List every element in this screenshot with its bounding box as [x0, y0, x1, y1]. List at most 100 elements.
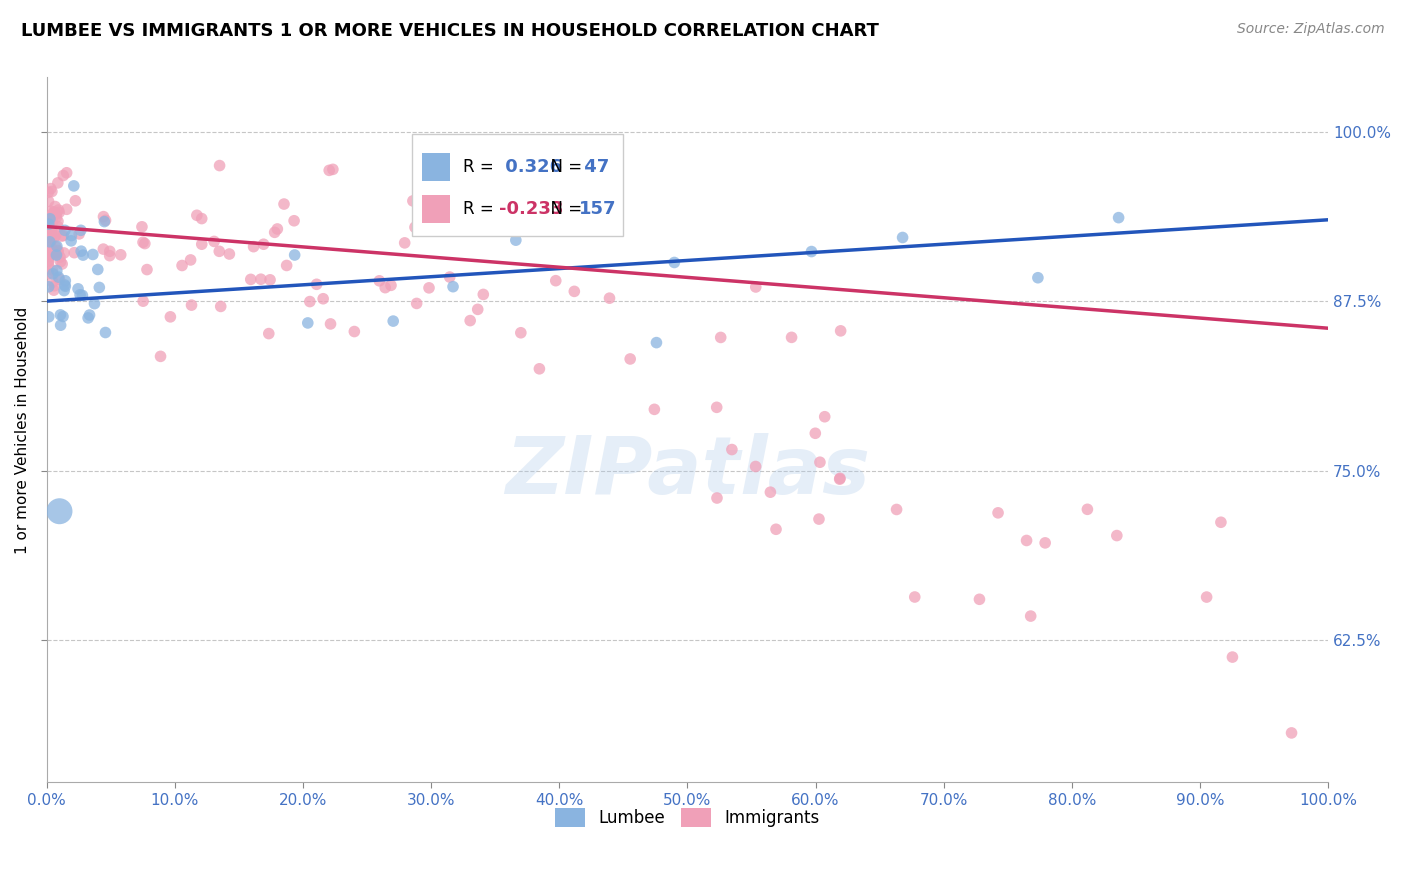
Point — [42, 275, 65, 289]
Point — [52, 228, 75, 243]
Point — [37, 186, 59, 200]
Point — [39, 238, 62, 252]
Point — [402, 194, 425, 208]
Point — [60, 228, 83, 243]
Point — [1033, 536, 1056, 550]
Point — [49, 254, 72, 268]
Point — [780, 330, 803, 344]
Point — [318, 163, 340, 178]
Point — [38, 249, 60, 263]
Point — [533, 184, 555, 198]
Point — [46, 219, 69, 234]
Point — [765, 522, 787, 536]
Point — [257, 326, 280, 341]
Point — [159, 310, 181, 324]
Bar — [422, 153, 450, 181]
Point — [509, 326, 531, 340]
Point — [48, 504, 70, 518]
Point — [44, 230, 66, 244]
Point — [266, 222, 288, 236]
Point — [53, 277, 76, 292]
Point — [830, 324, 852, 338]
Point — [45, 247, 67, 261]
Point — [273, 197, 295, 211]
Point — [828, 472, 851, 486]
Point — [52, 310, 75, 324]
Point — [41, 185, 63, 199]
Point — [72, 288, 94, 302]
Point — [45, 239, 67, 253]
Text: 0.326: 0.326 — [499, 158, 562, 176]
Point — [49, 250, 72, 264]
Point — [69, 223, 91, 237]
Point — [42, 267, 65, 281]
Point — [706, 491, 728, 505]
Point — [208, 159, 231, 173]
Point — [544, 274, 567, 288]
Point — [41, 223, 63, 237]
Point — [180, 298, 202, 312]
Point — [1015, 533, 1038, 548]
Point — [745, 280, 768, 294]
Point — [1209, 515, 1232, 529]
Point — [190, 237, 212, 252]
Point — [132, 294, 155, 309]
Point — [218, 247, 240, 261]
Point — [91, 242, 114, 256]
Point — [37, 223, 59, 237]
Point — [41, 246, 63, 260]
Bar — [412, 134, 623, 236]
Point — [418, 281, 440, 295]
Point — [1019, 609, 1042, 624]
Point — [252, 237, 274, 252]
Point — [134, 236, 156, 251]
Point — [39, 230, 62, 244]
Point — [51, 257, 73, 271]
Text: Source: ZipAtlas.com: Source: ZipAtlas.com — [1237, 22, 1385, 37]
Point — [808, 455, 831, 469]
Point — [186, 208, 208, 222]
Point — [46, 244, 69, 258]
Text: 47: 47 — [578, 158, 610, 176]
Point — [529, 361, 551, 376]
Point — [79, 308, 101, 322]
Point — [180, 252, 202, 267]
Point — [706, 401, 728, 415]
Point — [69, 287, 91, 301]
Point — [37, 253, 59, 268]
Point — [1108, 211, 1130, 225]
Point — [284, 248, 307, 262]
Point — [1222, 650, 1244, 665]
Point — [891, 230, 914, 244]
Point — [987, 506, 1010, 520]
Point — [38, 227, 60, 242]
Point — [87, 262, 110, 277]
Point — [37, 266, 59, 280]
Point — [53, 274, 76, 288]
Text: N =: N = — [540, 158, 588, 176]
Point — [45, 263, 67, 277]
Point — [63, 245, 86, 260]
Point — [814, 409, 837, 424]
Point — [48, 202, 70, 217]
Point — [44, 245, 66, 260]
Point — [89, 280, 111, 294]
Point — [394, 235, 416, 250]
Point — [39, 246, 62, 260]
Point — [55, 202, 77, 217]
Point — [259, 273, 281, 287]
Point — [41, 208, 63, 222]
Point — [904, 590, 927, 604]
Point — [110, 248, 132, 262]
Point — [53, 284, 76, 298]
Text: R =: R = — [463, 158, 499, 176]
Point — [368, 274, 391, 288]
Point — [664, 255, 686, 269]
Point — [505, 233, 527, 247]
Point — [208, 244, 231, 259]
Point — [53, 246, 76, 260]
Point — [45, 207, 67, 221]
Point — [67, 282, 90, 296]
Point — [67, 227, 90, 241]
Bar — [422, 195, 450, 223]
